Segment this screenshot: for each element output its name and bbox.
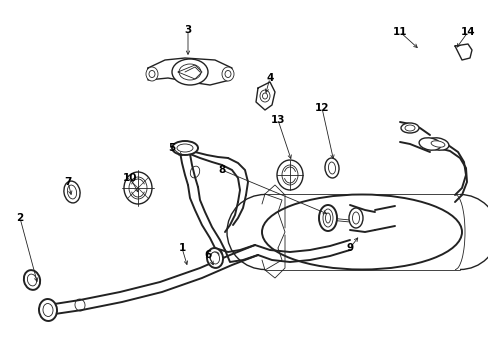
Text: 7: 7 [64,177,72,187]
Ellipse shape [404,125,414,131]
Ellipse shape [172,59,207,85]
Text: 14: 14 [460,27,474,37]
Ellipse shape [149,71,155,77]
Ellipse shape [43,303,53,316]
Polygon shape [256,82,274,110]
Ellipse shape [430,141,444,147]
Text: 4: 4 [266,73,273,83]
Ellipse shape [348,208,362,228]
Ellipse shape [222,67,234,81]
Ellipse shape [64,181,80,203]
Ellipse shape [177,144,193,152]
Ellipse shape [325,158,338,178]
Ellipse shape [318,205,336,231]
Polygon shape [148,58,231,85]
Ellipse shape [352,212,359,224]
Ellipse shape [27,274,37,286]
Ellipse shape [24,270,40,290]
Ellipse shape [224,71,230,77]
Ellipse shape [67,185,77,199]
Text: 8: 8 [218,165,225,175]
Ellipse shape [400,123,418,133]
Ellipse shape [39,299,57,321]
Ellipse shape [206,248,223,268]
Text: 3: 3 [184,25,191,35]
Ellipse shape [323,209,332,227]
Text: 11: 11 [392,27,407,37]
Ellipse shape [325,213,330,223]
Text: 6: 6 [204,250,211,260]
Ellipse shape [260,90,269,102]
Ellipse shape [262,194,461,270]
Text: 1: 1 [178,243,185,253]
Ellipse shape [146,67,158,81]
Ellipse shape [124,172,152,204]
Ellipse shape [210,252,219,264]
Ellipse shape [179,64,201,80]
Ellipse shape [211,252,219,258]
Text: 12: 12 [314,103,328,113]
Ellipse shape [129,177,147,199]
Ellipse shape [208,250,222,260]
Text: 10: 10 [122,173,137,183]
Ellipse shape [262,93,267,99]
Ellipse shape [328,162,335,174]
Ellipse shape [282,165,297,185]
Text: 5: 5 [168,143,175,153]
Ellipse shape [426,138,448,150]
Ellipse shape [276,160,303,190]
Ellipse shape [172,141,198,155]
Text: 9: 9 [346,243,353,253]
Ellipse shape [418,138,440,150]
Text: 2: 2 [16,213,23,223]
Polygon shape [454,44,471,60]
Text: 13: 13 [270,115,285,125]
